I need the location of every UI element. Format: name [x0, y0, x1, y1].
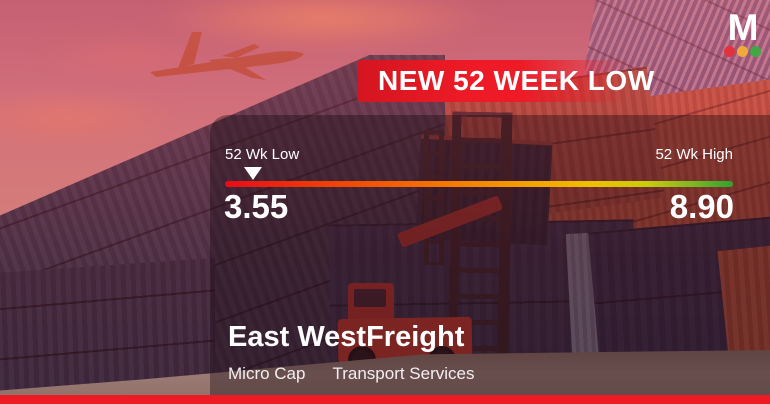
logo-letter: M: [727, 7, 759, 48]
market-cap-segment: Micro Cap: [228, 364, 306, 383]
footer-accent-bar: [0, 395, 770, 404]
gauge-low-label: 52 Wk Low: [225, 146, 300, 163]
cloud-shape: [150, 0, 500, 50]
logo-dot: [723, 46, 735, 57]
logo-dots: [719, 46, 765, 57]
gauge-high-value: 8.90: [669, 188, 734, 225]
info-panel: [210, 115, 770, 396]
brand-logo: M: [719, 7, 765, 57]
headline-banner: NEW 52 WEEK LOW: [357, 60, 654, 102]
gauge-high-label: 52 Wk High: [655, 146, 733, 163]
company-meta: Micro Cap Transport Services: [228, 364, 475, 384]
company-name: East WestFreight: [228, 321, 465, 353]
logo-dot: [749, 46, 761, 57]
sector-label: Transport Services: [332, 364, 475, 383]
airplane-silhouette: [150, 32, 304, 80]
gauge-marker: [243, 167, 262, 180]
logo-dot: [736, 46, 748, 57]
cloud-shape: [0, 92, 180, 144]
gauge-gradient-bar: [225, 181, 733, 187]
gauge-low-value: 3.55: [224, 188, 289, 225]
